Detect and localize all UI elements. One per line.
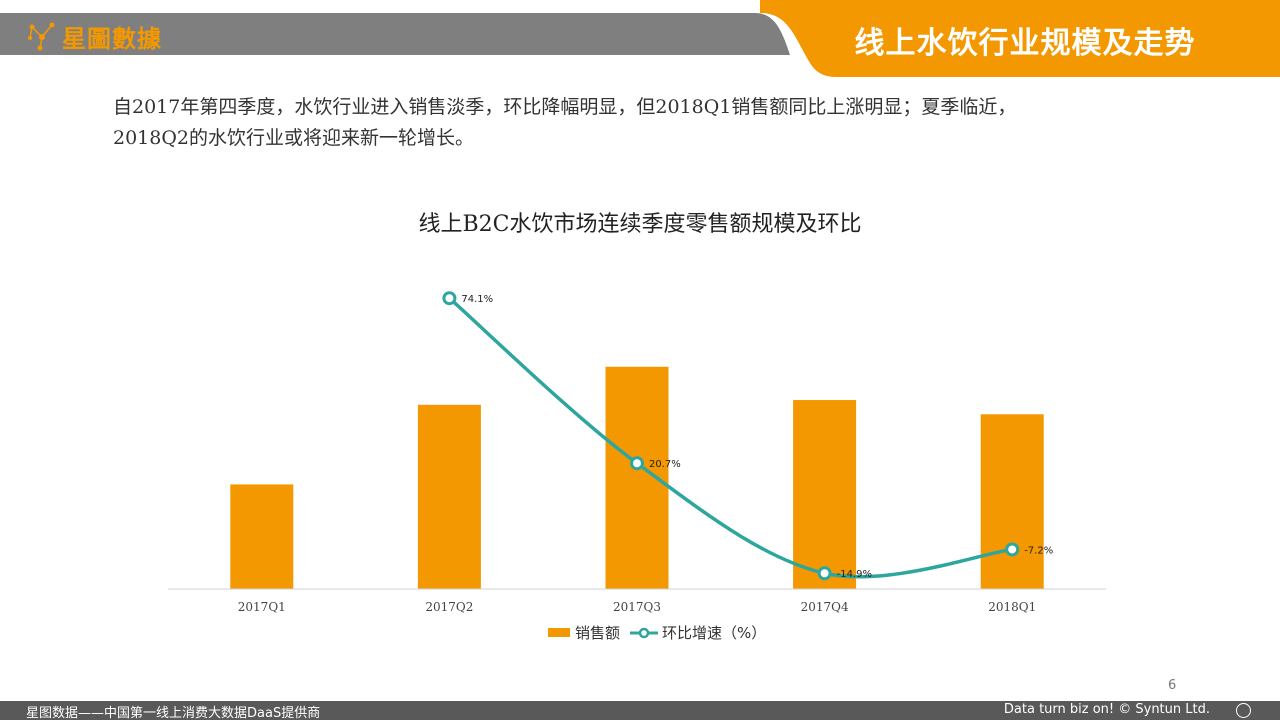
growth-point-2018Q1 [1005, 542, 1020, 557]
x-tick-label-2017Q3: 2017Q3 [613, 600, 661, 614]
bar-2018Q1 [980, 414, 1044, 589]
logo-text: 星圖數據 [62, 24, 162, 53]
x-tick-label-2017Q4: 2017Q4 [801, 600, 849, 614]
growth-data-label-2017Q2: 74.1% [461, 294, 493, 305]
x-tick-label-2017Q1: 2017Q1 [238, 600, 286, 614]
bar-2017Q1 [230, 484, 294, 589]
legend-label-sales: 销售额 [575, 624, 621, 642]
growth-point-2017Q2 [442, 291, 457, 306]
footer: 星图数据——中国第一线上消费大数据DaaS提供商 Data turn biz o… [0, 701, 1280, 721]
legend-swatch-sales [548, 628, 570, 637]
logo: 星圖數據 [28, 18, 162, 54]
footer-tagline: 星图数据——中国第一线上消费大数据DaaS提供商 [26, 706, 321, 721]
legend-item-growth: 环比增速（%） [630, 622, 766, 643]
title-ribbon [760, 0, 1280, 77]
page-number: 6 [1168, 678, 1177, 693]
x-tick-label-2018Q1: 2018Q1 [988, 600, 1036, 614]
header-bar [0, 13, 790, 55]
x-tick-label-2017Q2: 2017Q2 [425, 600, 473, 614]
chart-legend: 销售额 环比增速（%） [548, 622, 776, 643]
chart-title: 线上B2C水饮市场连续季度零售额规模及环比 [418, 212, 862, 237]
legend-swatch-growth [630, 627, 659, 638]
logo-icon [28, 22, 55, 51]
legend-label-growth: 环比增速（%） [662, 624, 767, 642]
intro-line-1: 自2017年第四季度，水饮行业进入销售淡季，环比降幅明显，但2018Q1销售额同… [113, 96, 1017, 118]
bar-2017Q2 [417, 404, 481, 589]
growth-point-2017Q3 [630, 456, 644, 471]
growth-point-2017Q4 [817, 566, 832, 581]
page-title: 线上水饮行业规模及走势 [854, 26, 1196, 61]
bar-2017Q4 [793, 400, 857, 589]
growth-data-label-2018Q1: -7.2% [1024, 545, 1053, 556]
footer-circle-icon [1236, 703, 1251, 718]
growth-line [448, 296, 1013, 579]
intro-line-2: 2018Q2的水饮行业或将迎来新一轮增长。 [113, 127, 475, 149]
intro-text: 自2017年第四季度，水饮行业进入销售淡季，环比降幅明显，但2018Q1销售额同… [113, 92, 1113, 154]
growth-data-label-2017Q3: 20.7% [649, 459, 681, 470]
growth-data-label-2017Q4: -14.9% [837, 569, 872, 580]
footer-copyright: Data turn biz on! © Syntun Ltd. [1003, 702, 1210, 717]
legend-item-sales: 销售额 [548, 622, 620, 643]
